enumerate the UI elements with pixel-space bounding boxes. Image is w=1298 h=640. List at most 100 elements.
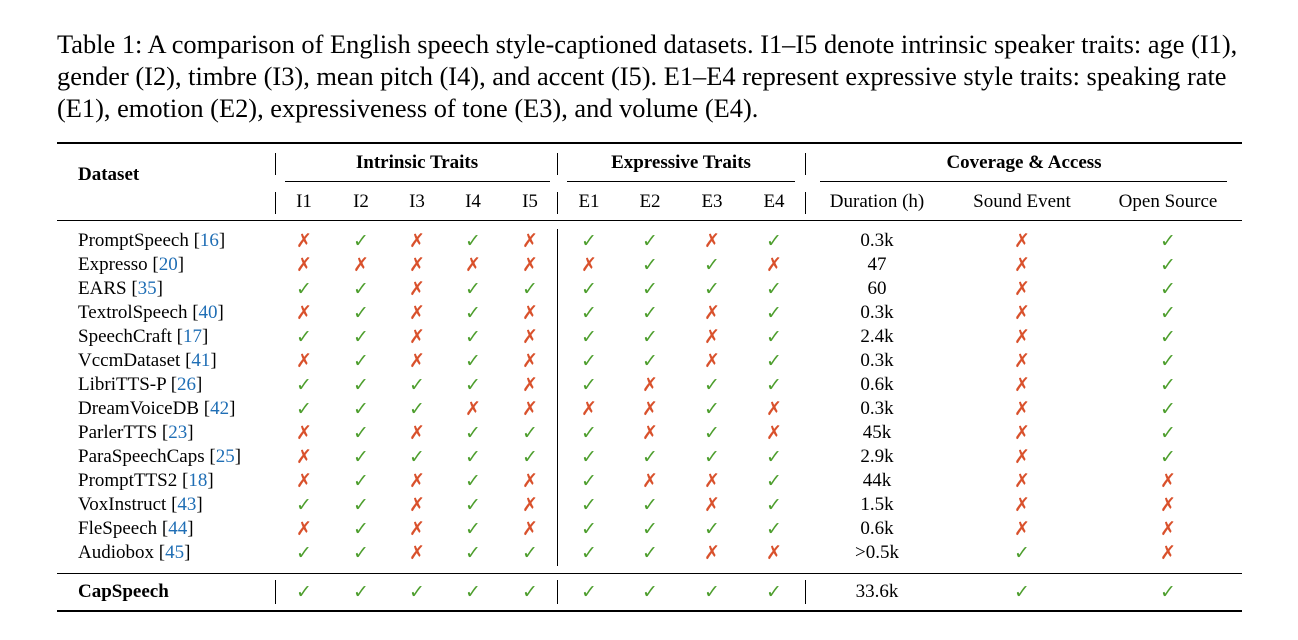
citation-link[interactable]: 17 [182, 326, 202, 347]
citation-link[interactable]: 25 [215, 446, 235, 467]
trait-i4-mark: ✓ [465, 518, 481, 540]
trait-e2-mark: ✓ [642, 350, 658, 372]
trait-i5-mark: ✗ [522, 398, 538, 420]
trait-i3-mark: ✗ [409, 494, 425, 516]
dataset-name: VccmDataset [41] [78, 350, 217, 371]
citation-link[interactable]: 41 [191, 350, 211, 371]
open-source-mark: ✗ [1160, 470, 1176, 492]
top-rule [57, 142, 1242, 145]
trait-i3-mark: ✗ [409, 422, 425, 444]
trait-i1-mark: ✓ [296, 542, 312, 564]
trait-i3-mark: ✗ [409, 326, 425, 348]
duration-value: >0.5k [855, 542, 899, 563]
citation-link[interactable]: 45 [165, 542, 185, 563]
trait-i4-mark: ✓ [465, 230, 481, 252]
sound-event-mark: ✗ [1014, 326, 1030, 348]
trait-i1-mark: ✗ [296, 518, 312, 540]
col-header-i1: I1 [296, 191, 312, 212]
citation-link[interactable]: 35 [137, 278, 157, 299]
expressive-subrule [567, 181, 795, 182]
trait-e4-mark: ✓ [766, 302, 782, 324]
open-source-mark: ✓ [1160, 302, 1176, 324]
dataset-name: TextrolSpeech [40] [78, 302, 224, 323]
duration-value: 0.6k [860, 518, 894, 539]
trait-e2-mark: ✓ [642, 581, 658, 603]
trait-e1-mark: ✓ [581, 326, 597, 348]
trait-i1-mark: ✓ [296, 581, 312, 603]
dataset-name: DreamVoiceDB [42] [78, 398, 236, 419]
sound-event-mark: ✗ [1014, 518, 1030, 540]
trait-e4-mark: ✗ [766, 398, 782, 420]
trait-i2-mark: ✓ [353, 422, 369, 444]
trait-e3-mark: ✓ [704, 254, 720, 276]
col-header-i5: I5 [522, 191, 538, 212]
trait-i4-mark: ✓ [465, 542, 481, 564]
dataset-label: CapSpeech [78, 581, 169, 602]
trait-e4-mark: ✓ [766, 494, 782, 516]
dataset-label: Expresso [78, 254, 148, 275]
separator-expressive-top [805, 153, 807, 175]
dataset-label: DreamVoiceDB [78, 398, 200, 419]
trait-i4-mark: ✓ [465, 278, 481, 300]
trait-i4-mark: ✓ [465, 422, 481, 444]
trait-e1-mark: ✓ [581, 518, 597, 540]
dataset-label: ParlerTTS [78, 422, 158, 443]
citation-link[interactable]: 44 [168, 518, 188, 539]
open-source-mark: ✗ [1160, 518, 1176, 540]
trait-e2-mark: ✗ [642, 398, 658, 420]
open-source-mark: ✗ [1160, 542, 1176, 564]
trait-i3-mark: ✗ [409, 518, 425, 540]
trait-e2-mark: ✓ [642, 518, 658, 540]
citation-link[interactable]: 18 [188, 470, 208, 491]
trait-i3-mark: ✗ [409, 278, 425, 300]
open-source-mark: ✓ [1160, 581, 1176, 603]
trait-e4-mark: ✓ [766, 326, 782, 348]
trait-i3-mark: ✓ [409, 374, 425, 396]
trait-e4-mark: ✗ [766, 422, 782, 444]
open-source-mark: ✓ [1160, 398, 1176, 420]
citation-link[interactable]: 20 [158, 254, 178, 275]
trait-e1-mark: ✓ [581, 470, 597, 492]
trait-i4-mark: ✓ [465, 494, 481, 516]
dataset-label: SpeechCraft [78, 326, 172, 347]
citation-link[interactable]: 43 [177, 494, 197, 515]
trait-e1-mark: ✓ [581, 542, 597, 564]
citation-link[interactable]: 16 [199, 230, 219, 251]
dataset-name: Audiobox [45] [78, 542, 191, 563]
trait-i1-mark: ✗ [296, 254, 312, 276]
trait-i2-mark: ✓ [353, 350, 369, 372]
trait-i1-mark: ✗ [296, 302, 312, 324]
dataset-label: LibriTTS-P [78, 374, 166, 395]
trait-e3-mark: ✗ [704, 494, 720, 516]
dataset-label: EARS [78, 278, 127, 299]
trait-i4-mark: ✓ [465, 470, 481, 492]
duration-value: 2.9k [860, 446, 894, 467]
trait-i3-mark: ✗ [409, 302, 425, 324]
sound-event-mark: ✗ [1014, 230, 1030, 252]
col-header-e4: E4 [763, 191, 785, 212]
citation-link[interactable]: 40 [198, 302, 218, 323]
dataset-name: CapSpeech [78, 580, 169, 604]
sound-event-mark: ✗ [1014, 350, 1030, 372]
expressive-group-header: Expressive Traits [611, 152, 751, 173]
trait-i5-mark: ✗ [522, 494, 538, 516]
citation-link[interactable]: 23 [168, 422, 188, 443]
citation-link[interactable]: 42 [210, 398, 230, 419]
duration-value: 44k [862, 470, 892, 491]
trait-i5-mark: ✗ [522, 326, 538, 348]
trait-i1-mark: ✓ [296, 494, 312, 516]
sound-event-mark: ✗ [1014, 470, 1030, 492]
trait-e1-mark: ✓ [581, 278, 597, 300]
dataset-name: SpeechCraft [17] [78, 326, 209, 347]
sound-event-mark: ✗ [1014, 494, 1030, 516]
trait-e3-mark: ✓ [704, 278, 720, 300]
trait-e2-mark: ✓ [642, 446, 658, 468]
col-header-e1: E1 [578, 191, 600, 212]
separator-dataset-top [275, 153, 277, 175]
duration-value: 0.6k [860, 374, 894, 395]
trait-i3-mark: ✗ [409, 350, 425, 372]
trait-e3-mark: ✓ [704, 398, 720, 420]
trait-i3-mark: ✗ [409, 230, 425, 252]
citation-link[interactable]: 26 [177, 374, 197, 395]
trait-i2-mark: ✓ [353, 374, 369, 396]
